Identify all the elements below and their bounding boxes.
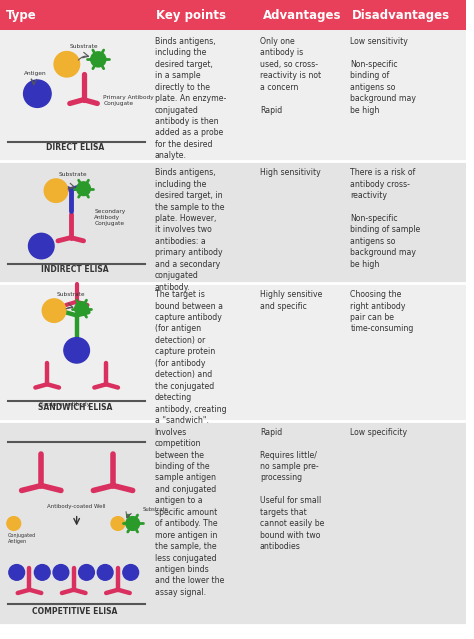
Text: Type: Type — [6, 8, 36, 22]
Text: Antigen: Antigen — [24, 71, 46, 76]
Circle shape — [79, 565, 94, 580]
Circle shape — [24, 80, 51, 107]
Text: Capture antibody: Capture antibody — [39, 402, 91, 407]
Circle shape — [75, 302, 89, 316]
Text: Binds antigens,
including the
desired target,
in a sample
directly to the
plate.: Binds antigens, including the desired ta… — [155, 37, 226, 160]
Text: Conjugated
Antigen: Conjugated Antigen — [8, 534, 36, 544]
Text: Involves
competition
between the
binding of the
sample antigen
and conjugated
an: Involves competition between the binding… — [155, 427, 224, 597]
Text: Low specificity: Low specificity — [350, 427, 408, 436]
Circle shape — [54, 52, 80, 77]
Circle shape — [64, 337, 90, 363]
Circle shape — [111, 517, 125, 530]
Text: Rapid

Requires little/
no sample pre-
processing

Useful for small
targets that: Rapid Requires little/ no sample pre- pr… — [260, 427, 324, 551]
Circle shape — [44, 179, 68, 203]
Text: High sensitivity: High sensitivity — [260, 168, 321, 177]
Text: Advantages: Advantages — [263, 8, 342, 22]
Text: Substrate: Substrate — [70, 43, 99, 49]
Bar — [0, 283, 466, 420]
Text: SANDWICH ELISA: SANDWICH ELISA — [37, 403, 112, 412]
Text: Highly sensitive
and specific: Highly sensitive and specific — [260, 290, 322, 311]
Text: There is a risk of
antibody cross-
reactivity

Non-specific
binding of sample
an: There is a risk of antibody cross- react… — [350, 168, 420, 269]
Text: INDIRECT ELISA: INDIRECT ELISA — [41, 265, 109, 274]
Text: DIRECT ELISA: DIRECT ELISA — [46, 144, 104, 153]
Bar — [0, 420, 466, 625]
Text: Substrate: Substrate — [59, 172, 88, 177]
Circle shape — [126, 517, 139, 530]
Text: Choosing the
right antibody
pair can be
time-consuming: Choosing the right antibody pair can be … — [350, 290, 414, 334]
Text: COMPETITIVE ELISA: COMPETITIVE ELISA — [32, 608, 118, 617]
Text: Secondary
Antibody
Conjugate: Secondary Antibody Conjugate — [94, 209, 126, 226]
Circle shape — [9, 565, 25, 580]
Circle shape — [123, 565, 138, 580]
Text: Primary Antibody
Conjugate: Primary Antibody Conjugate — [103, 95, 154, 106]
Text: The target is
bound between a
capture antibody
(for antigen
detection) or
captur: The target is bound between a capture an… — [155, 290, 226, 425]
Text: Antibody-coated Well: Antibody-coated Well — [47, 504, 106, 509]
Text: Binds antigens,
including the
desired target, in
the sample to the
plate. Howeve: Binds antigens, including the desired ta… — [155, 168, 224, 291]
Bar — [0, 0, 466, 30]
Text: Substrate: Substrate — [143, 507, 168, 512]
Text: Disadvantages: Disadvantages — [352, 8, 450, 22]
Bar — [0, 30, 466, 161]
Circle shape — [35, 565, 50, 580]
Text: Substrate: Substrate — [57, 292, 86, 297]
Circle shape — [53, 565, 69, 580]
Circle shape — [28, 233, 54, 259]
Text: Only one
antibody is
used, so cross-
reactivity is not
a concern

Rapid: Only one antibody is used, so cross- rea… — [260, 37, 321, 114]
Circle shape — [42, 299, 66, 322]
Text: Key points: Key points — [156, 8, 226, 22]
Circle shape — [7, 517, 21, 530]
Bar — [0, 161, 466, 283]
Circle shape — [91, 52, 106, 67]
Circle shape — [97, 565, 113, 580]
Text: Low sensitivity

Non-specific
binding of
antigens so
background may
be high: Low sensitivity Non-specific binding of … — [350, 37, 416, 114]
Circle shape — [77, 182, 91, 196]
